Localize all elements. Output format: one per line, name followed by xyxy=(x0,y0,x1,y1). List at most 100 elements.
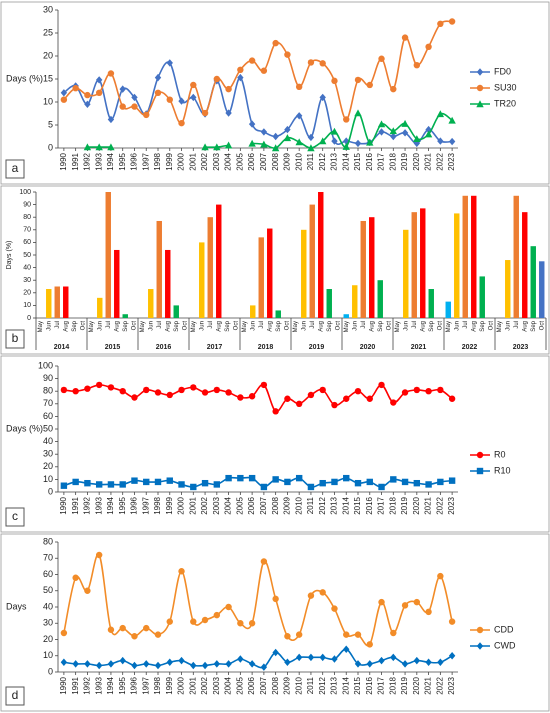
month-label: May xyxy=(395,321,401,332)
x-tick-label: 2018 xyxy=(388,676,397,694)
marker xyxy=(425,608,432,616)
marker xyxy=(354,660,362,668)
month-label: May xyxy=(89,321,95,332)
month-label: Sep xyxy=(123,320,129,331)
marker xyxy=(425,388,432,395)
x-tick-label: 2013 xyxy=(330,152,339,170)
y-tick-label: 0 xyxy=(27,315,31,322)
marker xyxy=(178,568,185,575)
marker xyxy=(248,474,256,482)
marker xyxy=(260,67,268,74)
marker xyxy=(284,395,291,402)
panel-frame xyxy=(0,355,550,533)
marker xyxy=(413,598,421,606)
marker xyxy=(401,602,409,609)
month-label: Oct xyxy=(80,321,86,331)
marker xyxy=(95,551,103,559)
marker xyxy=(378,381,385,389)
panel-label-box xyxy=(5,329,25,349)
month-label: Sep xyxy=(225,320,231,331)
month-label: Jul xyxy=(361,321,367,329)
bar xyxy=(309,204,315,318)
x-tick-label: 1997 xyxy=(141,496,150,514)
bar xyxy=(428,289,434,318)
month-label: May xyxy=(497,321,503,332)
y-tick-label: 20 xyxy=(43,50,53,60)
marker xyxy=(378,483,385,491)
marker xyxy=(131,93,138,102)
x-tick-label: 2016 xyxy=(365,152,374,170)
marker xyxy=(295,653,303,662)
marker xyxy=(166,96,173,103)
marker xyxy=(95,481,103,488)
x-tick-label: 2019 xyxy=(309,344,325,351)
marker xyxy=(448,477,456,484)
marker xyxy=(84,479,91,487)
marker xyxy=(213,143,221,151)
marker xyxy=(437,658,444,666)
bar xyxy=(207,217,213,318)
marker xyxy=(271,144,280,152)
x-tick-label: 1991 xyxy=(71,152,80,170)
bar xyxy=(403,229,409,318)
bar xyxy=(301,229,307,318)
marker xyxy=(448,395,456,402)
x-tick-label: 2004 xyxy=(224,676,233,694)
marker xyxy=(295,631,303,638)
x-tick-label: 2023 xyxy=(513,344,529,351)
month-label: Oct xyxy=(182,321,188,331)
x-tick-label: 2006 xyxy=(247,496,256,514)
month-label: Jul xyxy=(514,321,520,329)
month-label: May xyxy=(140,321,146,332)
month-label: May xyxy=(344,321,350,332)
marker xyxy=(366,660,373,668)
marker xyxy=(154,89,162,97)
x-tick-label: 1998 xyxy=(153,676,162,694)
marker xyxy=(284,478,291,486)
marker xyxy=(60,96,68,103)
marker xyxy=(119,481,126,488)
marker xyxy=(413,479,421,487)
bar xyxy=(360,220,366,318)
x-tick-label: 2005 xyxy=(235,676,244,694)
marker xyxy=(284,633,291,640)
marker xyxy=(107,384,115,391)
marker xyxy=(95,381,103,389)
marker xyxy=(166,477,173,484)
marker xyxy=(319,589,326,596)
y-tick-label: 30 xyxy=(43,4,53,14)
marker xyxy=(272,648,279,657)
marker xyxy=(143,111,150,119)
x-tick-label: 2002 xyxy=(200,676,209,694)
month-label: Jun xyxy=(454,321,460,331)
marker xyxy=(413,61,421,69)
marker xyxy=(201,389,209,396)
marker xyxy=(378,598,385,606)
marker xyxy=(390,629,397,637)
marker xyxy=(319,137,327,145)
x-tick-label: 2017 xyxy=(377,496,386,514)
marker xyxy=(72,478,79,486)
x-tick-label: 2009 xyxy=(283,152,292,170)
y-tick-label: 25 xyxy=(43,27,53,37)
legend-label: CWD xyxy=(494,640,516,650)
marker xyxy=(131,394,138,401)
x-tick-label: 1995 xyxy=(118,496,127,514)
marker xyxy=(378,55,385,62)
bar xyxy=(63,286,69,318)
marker xyxy=(295,474,303,482)
y-tick-label: 100 xyxy=(38,360,53,370)
marker xyxy=(319,479,326,487)
month-label: Jul xyxy=(463,321,469,329)
marker xyxy=(154,661,162,670)
y-tick-label: 60 xyxy=(23,239,31,246)
bar xyxy=(258,237,264,318)
marker xyxy=(307,133,315,142)
y-tick-label: 20 xyxy=(43,634,53,644)
marker xyxy=(201,109,209,117)
month-label: Jun xyxy=(148,321,154,331)
x-tick-label: 2018 xyxy=(258,344,274,351)
series-line xyxy=(63,20,453,124)
marker xyxy=(401,478,409,486)
